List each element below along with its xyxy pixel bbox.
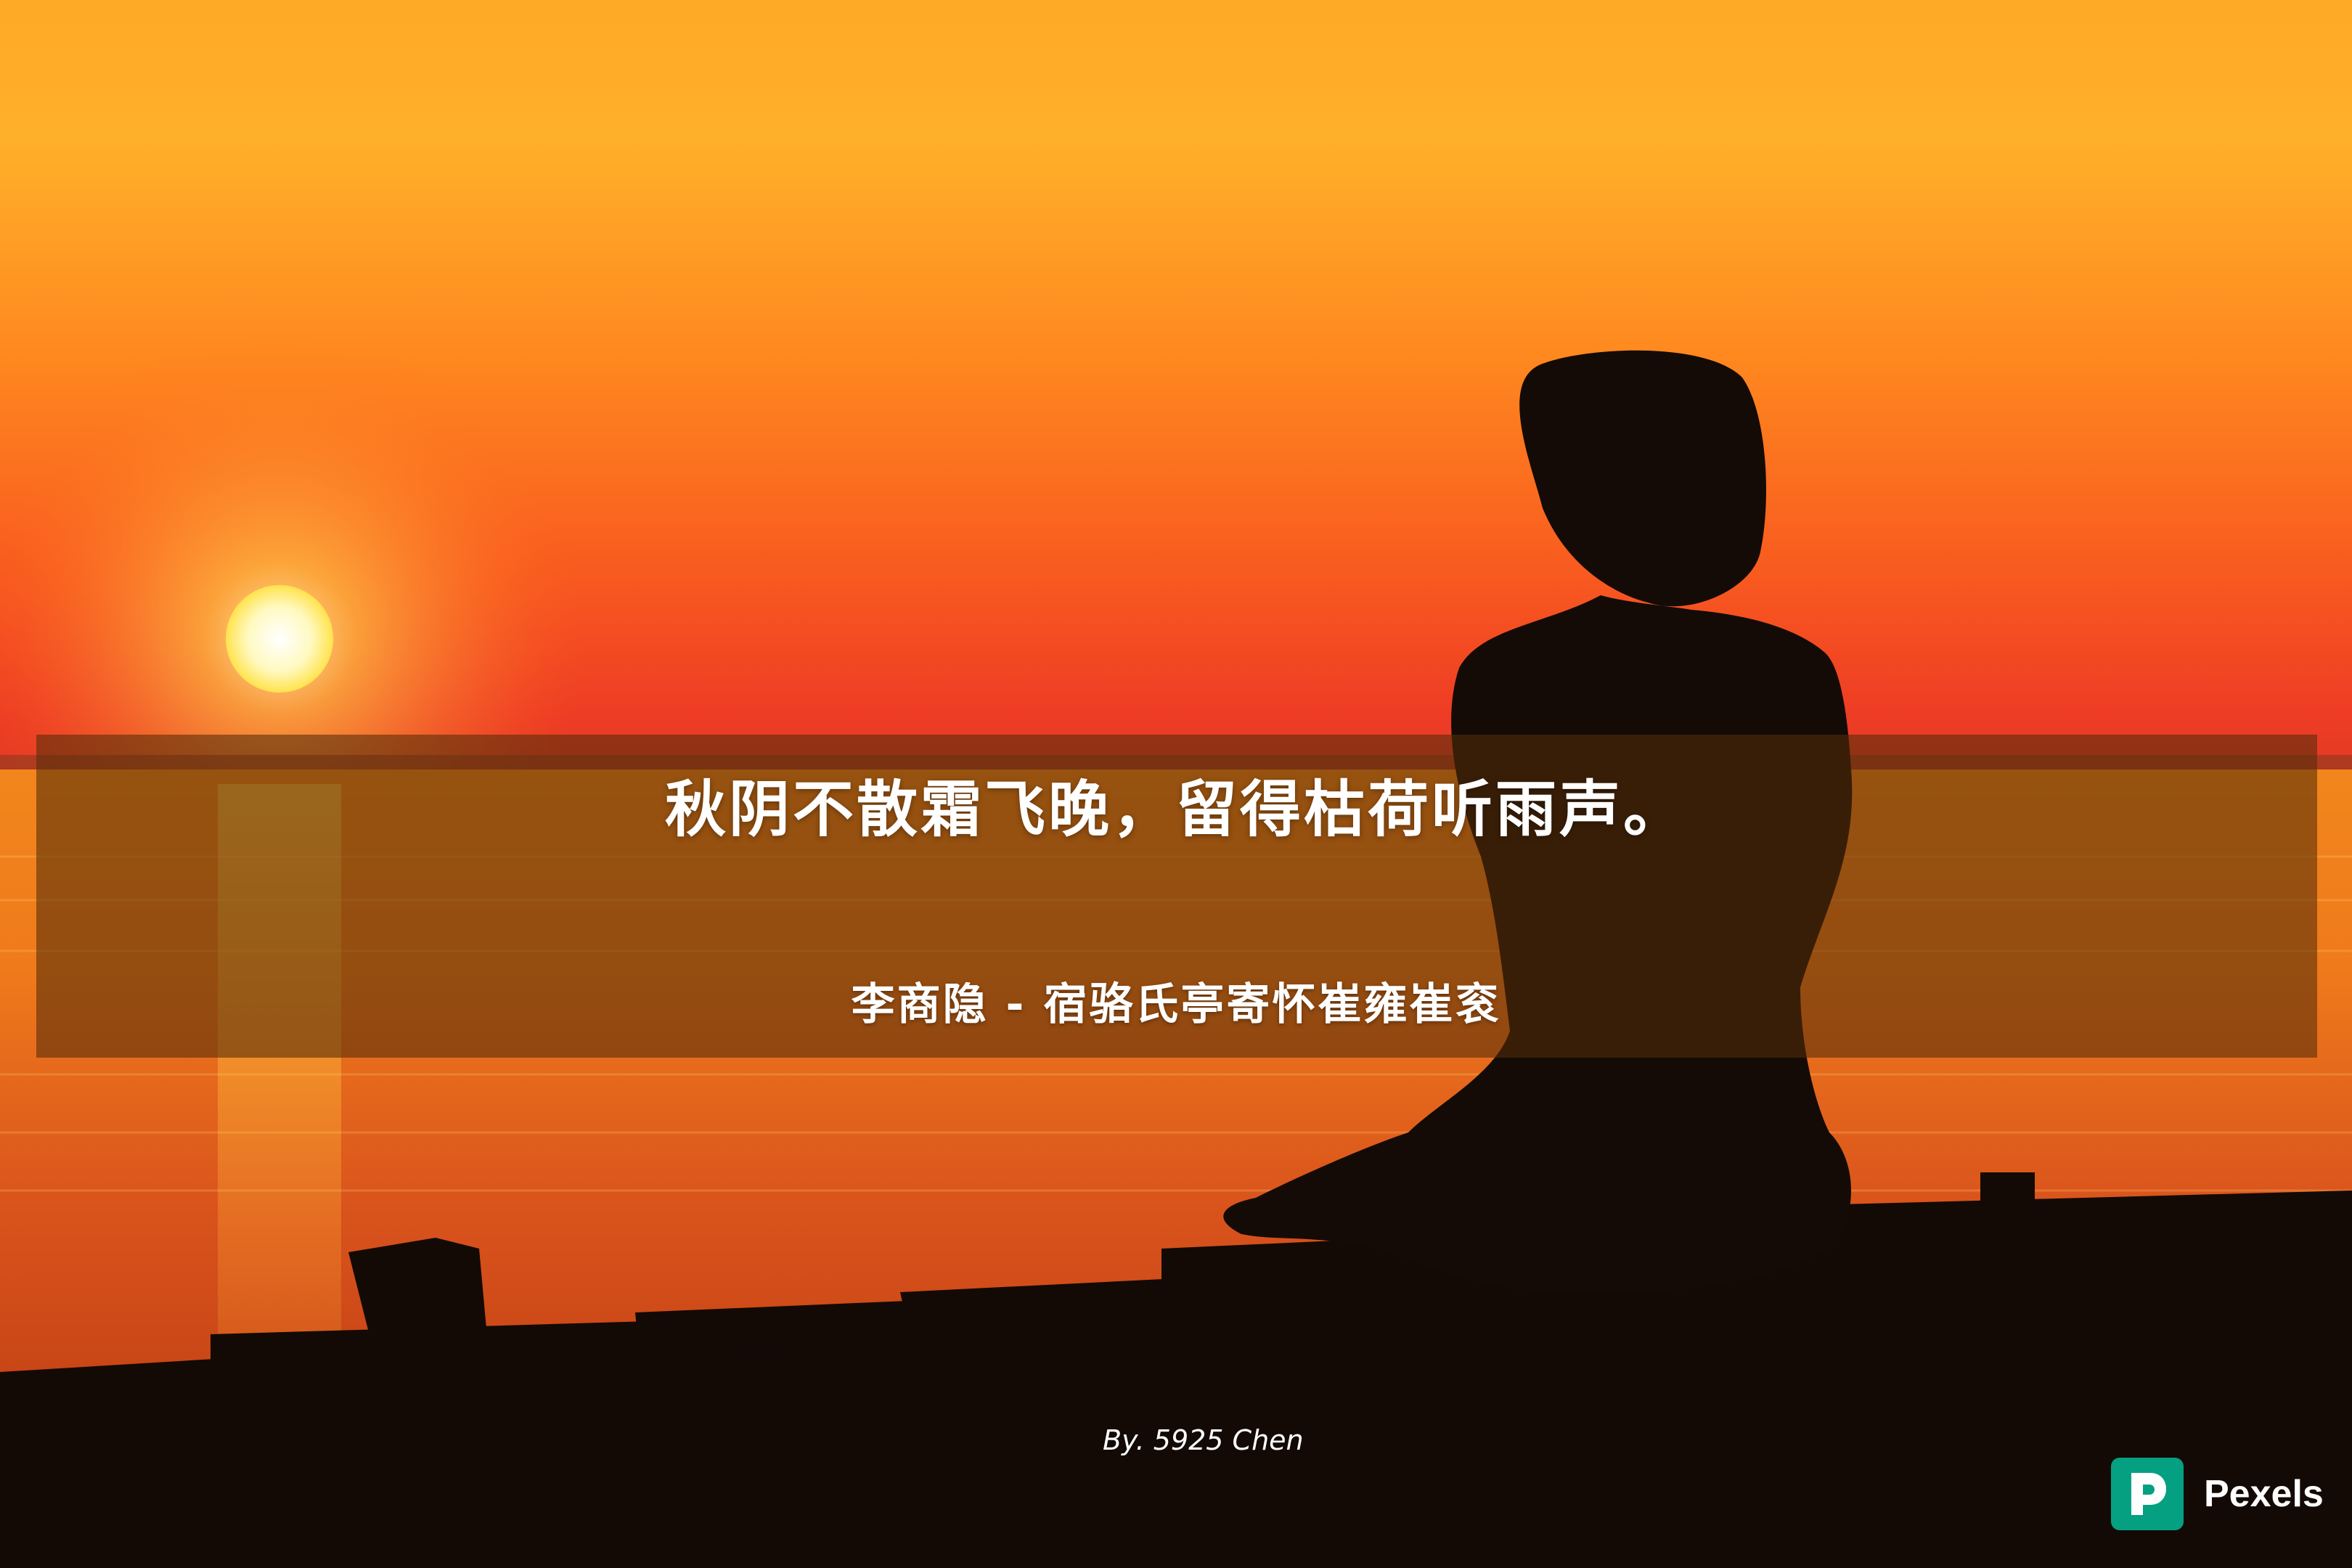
poem-verse: 秋阴不散霜飞晚，留得枯荷听雨声。 <box>664 774 1687 845</box>
pexels-watermark: Pexels <box>2111 1456 2324 1532</box>
quote-panel <box>36 735 2317 1058</box>
author-credit: By. 5925 Chen <box>1103 1424 1304 1456</box>
pexels-brand: Pexels <box>2204 1473 2324 1515</box>
pexels-logo-icon <box>2111 1458 2184 1530</box>
poem-source: 李商隐 - 宿骆氏亭寄怀崔雍崔衮 <box>851 979 1501 1030</box>
